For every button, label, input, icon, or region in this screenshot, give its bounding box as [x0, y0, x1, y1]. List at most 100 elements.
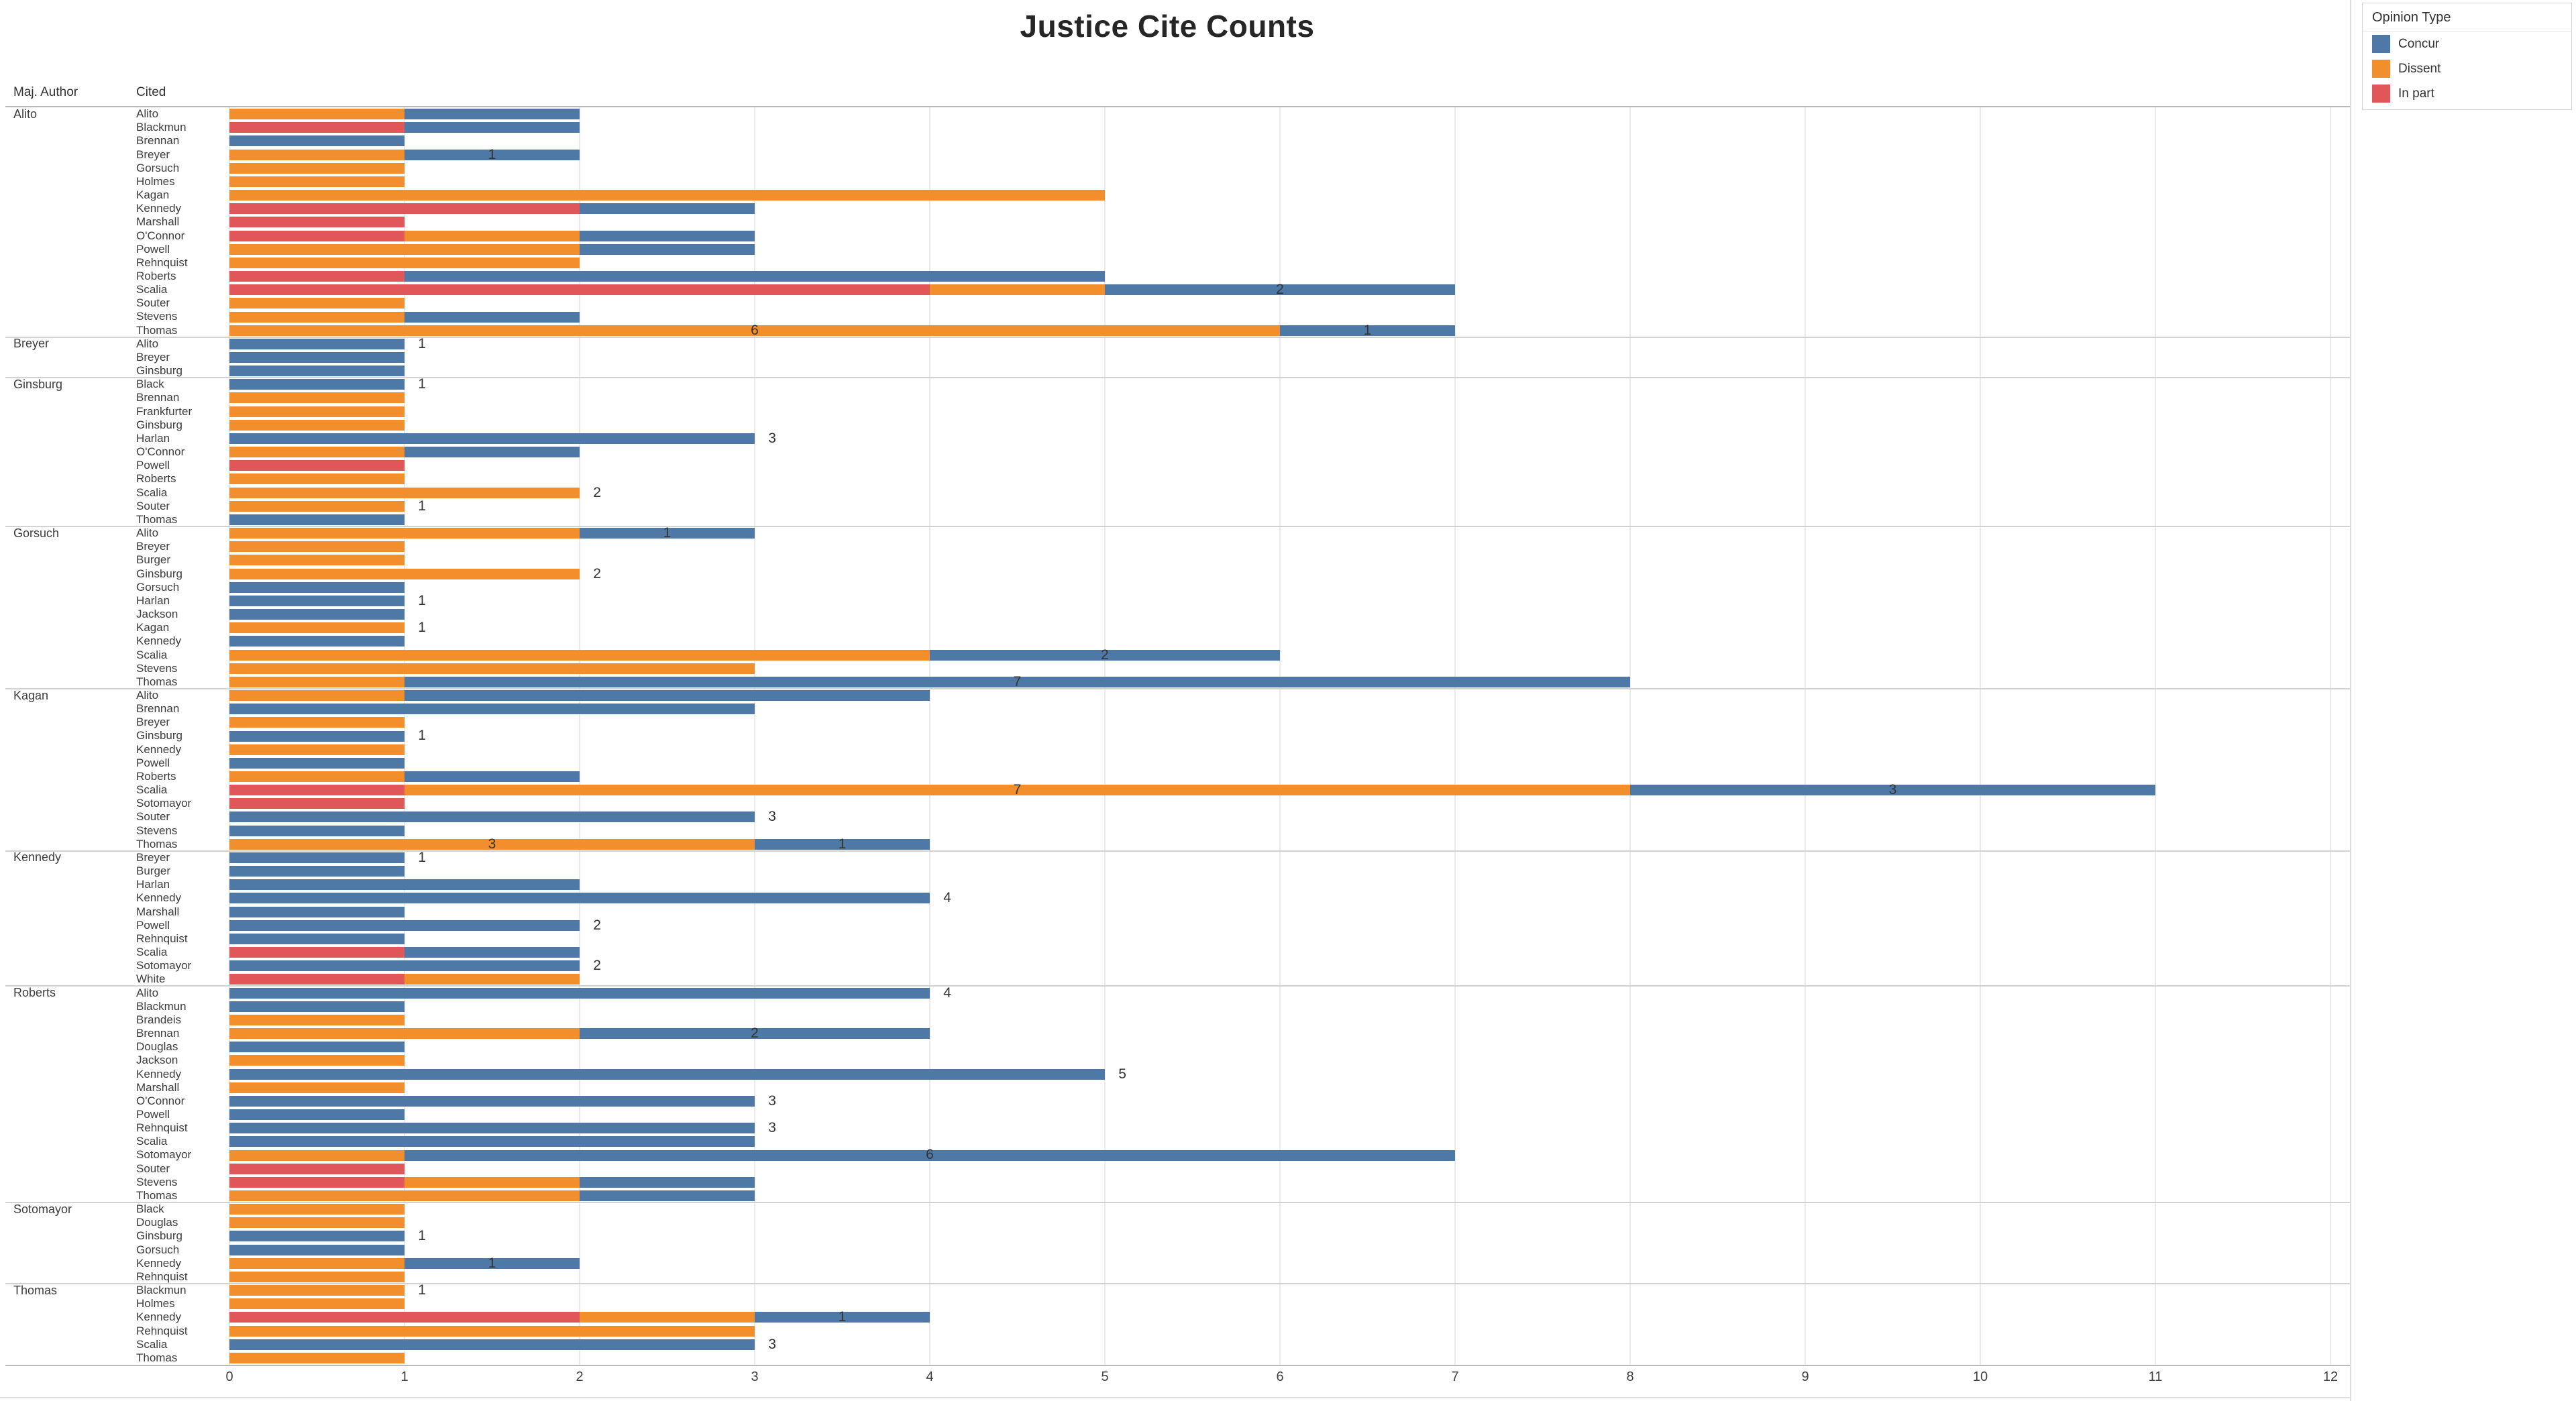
bar-segment-dissent[interactable] [229, 149, 405, 160]
bar-segment-inpart[interactable] [229, 798, 405, 809]
bar-segment-concur[interactable] [229, 1244, 405, 1255]
bar-segment-concur[interactable] [405, 122, 580, 133]
bar-segment-dissent[interactable] [229, 447, 405, 458]
bar-segment-dissent[interactable] [229, 1298, 405, 1310]
bar-segment-concur[interactable] [580, 243, 755, 255]
bar-segment-inpart[interactable] [229, 1163, 405, 1174]
bar-segment-inpart[interactable] [229, 974, 405, 985]
bar-segment-concur[interactable] [580, 528, 755, 539]
bar-segment-concur[interactable] [229, 135, 405, 147]
bar-segment-concur[interactable] [229, 879, 580, 891]
bar-segment-dissent[interactable] [229, 406, 405, 417]
bar-segment-dissent[interactable] [229, 473, 405, 485]
bar-segment-dissent[interactable] [229, 1204, 405, 1215]
bar-segment-concur[interactable] [580, 1028, 930, 1040]
bar-segment-dissent[interactable] [229, 717, 405, 728]
bar-segment-concur[interactable] [1105, 284, 1455, 296]
bar-segment-dissent[interactable] [229, 1014, 405, 1025]
bar-segment-dissent[interactable] [580, 1312, 755, 1323]
bar-segment-dissent[interactable] [229, 1082, 405, 1093]
bar-segment-inpart[interactable] [229, 284, 930, 296]
bar-segment-inpart[interactable] [229, 460, 405, 471]
bar-segment-dissent[interactable] [229, 190, 1105, 201]
bar-segment-concur[interactable] [405, 1150, 1455, 1161]
bar-segment-dissent[interactable] [229, 744, 405, 755]
bar-segment-dissent[interactable] [229, 541, 405, 553]
bar-segment-concur[interactable] [229, 1231, 405, 1242]
bar-segment-inpart[interactable] [229, 230, 405, 241]
bar-segment-concur[interactable] [229, 351, 405, 363]
bar-segment-concur[interactable] [229, 987, 930, 999]
bar-segment-dissent[interactable] [229, 487, 580, 498]
bar-segment-concur[interactable] [405, 149, 580, 160]
bar-segment-concur[interactable] [405, 311, 580, 323]
bar-segment-concur[interactable] [405, 690, 930, 702]
bar-segment-concur[interactable] [229, 730, 405, 742]
bar-segment-concur[interactable] [580, 1176, 755, 1188]
bar-segment-dissent[interactable] [229, 555, 405, 566]
bar-segment-concur[interactable] [405, 109, 580, 120]
bar-segment-concur[interactable] [229, 1339, 755, 1350]
bar-segment-concur[interactable] [229, 1068, 1105, 1080]
bar-segment-dissent[interactable] [229, 838, 755, 850]
bar-segment-concur[interactable] [755, 838, 930, 850]
bar-segment-concur[interactable] [229, 581, 405, 593]
bar-segment-inpart[interactable] [229, 1176, 405, 1188]
bar-segment-concur[interactable] [229, 919, 580, 931]
bar-segment-dissent[interactable] [229, 1190, 580, 1201]
bar-segment-dissent[interactable] [229, 568, 580, 579]
bar-segment-concur[interactable] [1630, 785, 2155, 796]
bar-segment-concur[interactable] [580, 1190, 755, 1201]
legend-item-dissent[interactable]: Dissent [2363, 56, 2571, 81]
bar-segment-concur[interactable] [229, 1109, 405, 1121]
bar-segment-concur[interactable] [229, 704, 755, 715]
bar-segment-dissent[interactable] [229, 690, 405, 702]
bar-segment-dissent[interactable] [229, 311, 405, 323]
bar-segment-concur[interactable] [229, 433, 755, 444]
bar-segment-dissent[interactable] [229, 1257, 405, 1269]
bar-segment-concur[interactable] [229, 595, 405, 606]
bar-segment-concur[interactable] [229, 1095, 755, 1107]
bar-segment-concur[interactable] [229, 933, 405, 944]
bar-segment-concur[interactable] [405, 1257, 580, 1269]
bar-segment-concur[interactable] [405, 947, 580, 958]
bar-segment-dissent[interactable] [229, 528, 580, 539]
bar-segment-dissent[interactable] [405, 1176, 580, 1188]
bar-segment-concur[interactable] [755, 1312, 930, 1323]
legend-item-concur[interactable]: Concur [2363, 32, 2571, 56]
bar-segment-dissent[interactable] [229, 500, 405, 512]
bar-segment-concur[interactable] [1280, 325, 1455, 336]
bar-segment-inpart[interactable] [229, 122, 405, 133]
bar-segment-concur[interactable] [229, 852, 405, 863]
bar-segment-inpart[interactable] [229, 947, 405, 958]
bar-segment-inpart[interactable] [229, 271, 405, 282]
bar-segment-concur[interactable] [930, 649, 1280, 661]
bar-segment-dissent[interactable] [229, 1055, 405, 1066]
bar-segment-dissent[interactable] [229, 176, 405, 187]
bar-segment-dissent[interactable] [930, 284, 1105, 296]
bar-segment-concur[interactable] [405, 447, 580, 458]
bar-segment-dissent[interactable] [229, 257, 580, 268]
bar-segment-dissent[interactable] [229, 649, 930, 661]
bar-segment-concur[interactable] [229, 893, 930, 904]
bar-segment-concur[interactable] [229, 1123, 755, 1134]
bar-segment-concur[interactable] [229, 514, 405, 525]
bar-segment-concur[interactable] [229, 609, 405, 620]
bar-segment-concur[interactable] [580, 203, 755, 215]
bar-segment-concur[interactable] [229, 906, 405, 917]
bar-segment-dissent[interactable] [229, 1325, 755, 1337]
legend-item-in-part[interactable]: In part [2363, 81, 2571, 106]
bar-segment-dissent[interactable] [229, 109, 405, 120]
bar-segment-dissent[interactable] [229, 1028, 580, 1040]
bar-segment-concur[interactable] [229, 960, 580, 972]
bar-segment-dissent[interactable] [229, 1285, 405, 1296]
bar-segment-dissent[interactable] [229, 392, 405, 404]
bar-segment-concur[interactable] [229, 1001, 405, 1012]
bar-segment-dissent[interactable] [405, 785, 1630, 796]
bar-segment-dissent[interactable] [229, 622, 405, 634]
bar-segment-concur[interactable] [405, 271, 1105, 282]
bar-segment-concur[interactable] [229, 338, 405, 349]
bar-segment-concur[interactable] [229, 866, 405, 877]
bar-segment-dissent[interactable] [229, 676, 405, 687]
bar-segment-dissent[interactable] [229, 419, 405, 431]
